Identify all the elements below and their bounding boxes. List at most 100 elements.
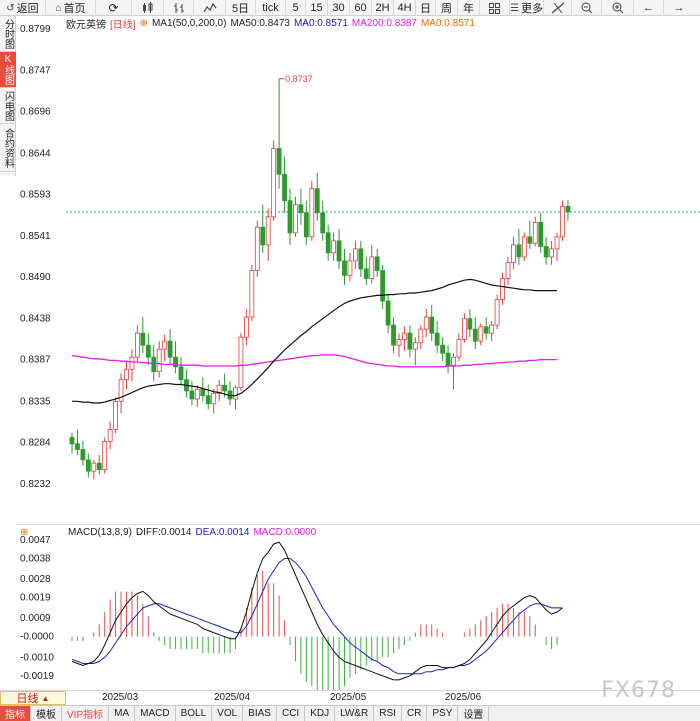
date-label-apr: 2025/04 <box>214 692 251 703</box>
period-5[interactable]: 5 <box>286 0 306 16</box>
price-tick-label: 0.8593 <box>20 189 51 200</box>
settings-icon[interactable]: ⊕ <box>139 18 148 29</box>
more-button[interactable]: ☰ 更多 <box>510 0 544 16</box>
candle-down <box>527 236 533 244</box>
macd-dea-line <box>71 558 563 675</box>
scroll-left-button[interactable]: ← <box>634 0 664 16</box>
tab-rsi[interactable]: RSI <box>374 706 402 721</box>
kline-svg: 0.8799 0.8747 0.8696 0.8644 0.8593 0.8541 0.84… <box>20 24 700 490</box>
tab-lwr[interactable]: LW&R <box>335 706 375 721</box>
price-tick-label: 0.8284 <box>20 437 51 448</box>
kline-chart-panel[interactable]: 欧元英镑 [日线] ⊕ MA1(50,0,200,0) MA50:0.8473 … <box>16 16 700 524</box>
period-30[interactable]: 30 <box>328 0 350 16</box>
zoom-out-button[interactable] <box>572 0 602 16</box>
candle-up <box>91 462 97 472</box>
macd-settings-icon[interactable]: ⊕ <box>20 527 29 538</box>
tab-bias[interactable]: BIAS <box>243 706 277 721</box>
tab-contract-info[interactable]: 合约资料 <box>0 124 16 172</box>
period-day[interactable]: 日 <box>416 0 436 16</box>
bar-chart-button[interactable] <box>164 0 194 16</box>
candlestick-icon <box>142 2 152 13</box>
candle-up <box>412 342 418 350</box>
tab-vol[interactable]: VOL <box>212 706 244 721</box>
price-tick-label: 0.8232 <box>20 479 51 490</box>
candle-up <box>162 340 168 350</box>
candle-up <box>156 348 162 373</box>
home-button[interactable]: ⌂ 首页 <box>46 0 96 16</box>
tab-templates[interactable]: 模板 <box>31 706 62 721</box>
ma0b-value: MA0:0.8571 <box>420 18 475 29</box>
candle-down <box>342 260 347 276</box>
ma-params: MA1(50,0,200,0) <box>151 18 227 29</box>
macd-chart-panel[interactable]: ⊕ MACD(13,8,9) DIFF:0.0014 DEA:0.0014 MA… <box>16 524 700 690</box>
price-tick-label: 0.8387 <box>20 355 51 366</box>
candle-up <box>554 236 560 250</box>
watermark: FX678 <box>601 678 676 703</box>
period-15[interactable]: 15 <box>306 0 328 16</box>
candle-up <box>249 270 255 318</box>
tab-kline[interactable]: K线图 <box>0 52 16 88</box>
candle-up <box>271 148 277 218</box>
candle-down <box>173 356 178 368</box>
macd-legend: ⊕ <box>20 527 32 538</box>
candle-down <box>260 226 266 246</box>
tab-boll[interactable]: BOLL <box>176 706 213 721</box>
macd-value: MACD:0.0000 <box>253 527 317 538</box>
candle-up <box>265 216 271 246</box>
symbol-name: 欧元英镑 <box>66 20 106 31</box>
candle-up <box>456 339 462 358</box>
candle-down <box>538 221 544 247</box>
tab-settings[interactable]: 设置 <box>458 706 490 721</box>
price-tick-label: 0.8335 <box>20 396 51 407</box>
line-chart-icon <box>202 2 216 13</box>
candle-down <box>516 244 522 258</box>
period-60[interactable]: 60 <box>350 0 372 16</box>
tab-cci[interactable]: CCI <box>277 706 306 721</box>
back-button[interactable]: ↺ 返回 <box>0 0 46 16</box>
macd-diff-value: DIFF:0.0014 <box>135 527 192 538</box>
bar-chart-icon <box>173 3 184 13</box>
period-4h[interactable]: 4H <box>394 0 416 16</box>
candle-down <box>336 240 342 262</box>
zoom-out-icon <box>581 2 592 14</box>
indicator-tabs: 指标 模板 VIP指标 MA MACD BOLL VOL BIAS CCI KD… <box>0 705 700 721</box>
tab-cr[interactable]: CR <box>402 706 428 721</box>
period-tick[interactable]: tick <box>256 0 286 16</box>
candle-down <box>287 200 293 234</box>
period-year[interactable]: 年 <box>458 0 480 16</box>
period-5day[interactable]: 5日 <box>226 0 256 16</box>
tab-flash[interactable]: 闪电图 <box>0 88 16 124</box>
candle-down <box>200 388 206 397</box>
candle-up <box>451 356 456 366</box>
scroll-right-button[interactable]: → <box>664 0 694 16</box>
line-chart-button[interactable] <box>194 0 226 16</box>
candle-up <box>549 248 554 258</box>
macd-tick-label: 0.0038 <box>20 554 51 565</box>
candle-up <box>107 429 113 442</box>
tab-timeshare[interactable]: 分时图 <box>0 16 16 52</box>
price-tick-label: 0.8490 <box>20 272 51 283</box>
candle-up <box>461 318 467 340</box>
macd-tick-label: -0.0000 <box>20 632 54 643</box>
tab-ma[interactable]: MA <box>109 706 136 721</box>
tab-kdj[interactable]: KDJ <box>305 706 336 721</box>
arrow-right-icon: → <box>673 2 685 14</box>
tab-psy[interactable]: PSY <box>427 706 459 721</box>
refresh-button[interactable]: ⟳ <box>96 0 132 16</box>
tab-macd[interactable]: MACD <box>135 706 176 721</box>
period-selector[interactable]: 日线 ▲ <box>0 691 66 705</box>
tab-vip-indicators[interactable]: VIP指标 <box>62 706 110 721</box>
candle-up <box>532 221 538 244</box>
candle-up <box>309 188 315 238</box>
zoom-in-button[interactable] <box>602 0 634 16</box>
grid-button[interactable] <box>480 0 510 16</box>
candle-down <box>434 332 440 346</box>
period-2h[interactable]: 2H <box>372 0 394 16</box>
draw-tool-button[interactable] <box>544 0 572 16</box>
chart-type-button[interactable] <box>132 0 164 16</box>
price-tick-label: 0.8747 <box>20 66 51 77</box>
period-week[interactable]: 周 <box>436 0 458 16</box>
period-tag: [日线] <box>110 20 136 31</box>
tab-indicators[interactable]: 指标 <box>0 706 31 721</box>
candle-up <box>352 248 358 262</box>
